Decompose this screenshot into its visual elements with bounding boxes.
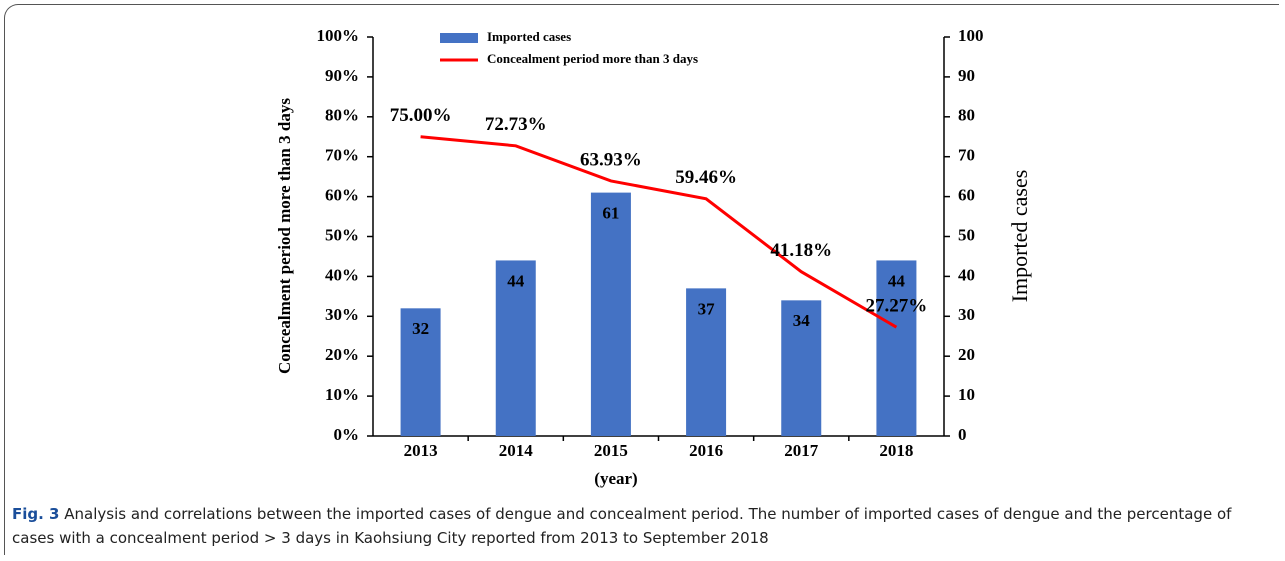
y2-tick-label: 100: [958, 26, 984, 45]
line-value-label: 41.18%: [770, 240, 832, 261]
y2-axis-label: Imported cases: [1007, 170, 1032, 303]
y2-tick-label: 70: [958, 146, 975, 165]
x-tick-label: 2016: [689, 441, 723, 460]
bar: [400, 308, 441, 436]
line-value-label: 63.93%: [580, 149, 642, 170]
bar: [781, 300, 822, 436]
y-tick-label: 40%: [325, 265, 359, 284]
bar: [590, 192, 631, 436]
line-value-label: 72.73%: [485, 114, 547, 135]
bar-value-label: 32: [412, 319, 429, 338]
y2-tick-label: 30: [958, 305, 975, 324]
y-tick-label: 10%: [325, 385, 359, 404]
x-tick-label: 2014: [499, 441, 534, 460]
y-tick-label: 30%: [325, 305, 359, 324]
x-tick-label: 2018: [879, 441, 913, 460]
x-tick-label: 2013: [404, 441, 438, 460]
bar: [495, 260, 536, 436]
y-tick-label: 0%: [334, 425, 360, 444]
y2-tick-label: 40: [958, 265, 975, 284]
y-tick-label: 100%: [317, 26, 360, 45]
figure-frame: [4, 4, 1279, 555]
caption-text: Analysis and correlations between the im…: [12, 505, 1232, 547]
line-value-label: 59.46%: [675, 167, 737, 188]
y2-tick-label: 20: [958, 345, 975, 364]
legend-swatch: [440, 33, 478, 43]
line-value-label: 75.00%: [390, 105, 452, 126]
bar-value-label: 37: [698, 299, 716, 318]
bar: [686, 288, 727, 436]
y-axis-label: Concealment period more than 3 days: [275, 98, 294, 374]
x-tick-label: 2015: [594, 441, 628, 460]
caption-label: Fig. 3: [12, 505, 60, 523]
y-tick-label: 50%: [325, 225, 359, 244]
bar-value-label: 61: [602, 204, 619, 223]
line-value-label: 27.27%: [866, 296, 928, 317]
x-tick-label: 2017: [784, 441, 819, 460]
y2-tick-label: 10: [958, 385, 975, 404]
y-tick-label: 90%: [325, 66, 359, 85]
legend-label: Imported cases: [487, 29, 571, 44]
y-tick-label: 60%: [325, 186, 359, 205]
y2-tick-label: 80: [958, 106, 975, 125]
bar-value-label: 34: [793, 311, 811, 330]
y2-tick-label: 90: [958, 66, 975, 85]
bar-value-label: 44: [507, 271, 525, 290]
y2-tick-label: 50: [958, 225, 975, 244]
y2-tick-label: 60: [958, 186, 975, 205]
x-axis-label: (year): [594, 469, 637, 488]
bar: [876, 260, 917, 436]
y-tick-label: 20%: [325, 345, 359, 364]
caption: Fig. 3 Analysis and correlations between…: [12, 502, 1274, 550]
y2-tick-label: 0: [958, 425, 967, 444]
bar-value-label: 44: [888, 271, 906, 290]
y-tick-label: 70%: [325, 146, 359, 165]
y-tick-label: 80%: [325, 106, 359, 125]
line: [420, 135, 898, 329]
legend-label: Concealment period more than 3 days: [487, 51, 698, 66]
chart: (year) Concealment period more than 3 da…: [275, 26, 1032, 488]
